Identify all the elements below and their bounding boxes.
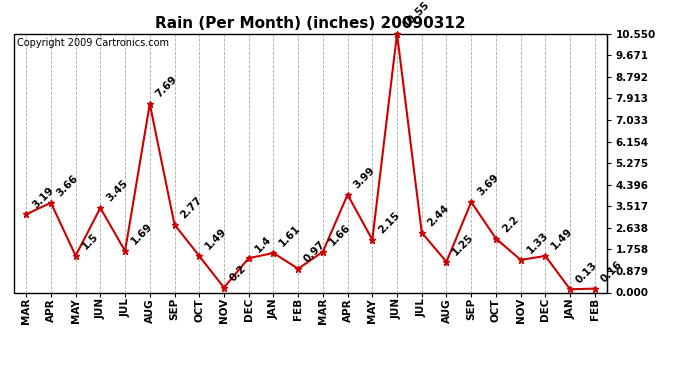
Text: 3.45: 3.45: [104, 178, 130, 204]
Text: 2.15: 2.15: [377, 210, 402, 236]
Text: 0.13: 0.13: [574, 260, 600, 285]
Text: 2.2: 2.2: [500, 214, 520, 234]
Text: 1.69: 1.69: [129, 222, 155, 247]
Text: 1.49: 1.49: [549, 226, 575, 252]
Text: 1.5: 1.5: [80, 231, 100, 252]
Text: 3.66: 3.66: [55, 173, 80, 199]
Text: 0.97: 0.97: [302, 239, 328, 264]
Text: 0.2: 0.2: [228, 263, 248, 284]
Text: 1.4: 1.4: [253, 234, 273, 254]
Title: Rain (Per Month) (inches) 20090312: Rain (Per Month) (inches) 20090312: [155, 16, 466, 31]
Text: Copyright 2009 Cartronics.com: Copyright 2009 Cartronics.com: [17, 38, 169, 48]
Text: 3.69: 3.69: [475, 172, 500, 198]
Text: 10.55: 10.55: [401, 0, 432, 30]
Text: 2.44: 2.44: [426, 203, 451, 228]
Text: 1.66: 1.66: [327, 222, 353, 248]
Text: 1.25: 1.25: [451, 232, 476, 258]
Text: 3.99: 3.99: [352, 165, 377, 190]
Text: 2.77: 2.77: [179, 195, 204, 220]
Text: 1.49: 1.49: [204, 226, 228, 252]
Text: 7.69: 7.69: [154, 75, 179, 100]
Text: 1.61: 1.61: [277, 224, 303, 249]
Text: 1.33: 1.33: [525, 230, 550, 256]
Text: 0.16: 0.16: [599, 259, 624, 284]
Text: 3.19: 3.19: [30, 185, 55, 210]
